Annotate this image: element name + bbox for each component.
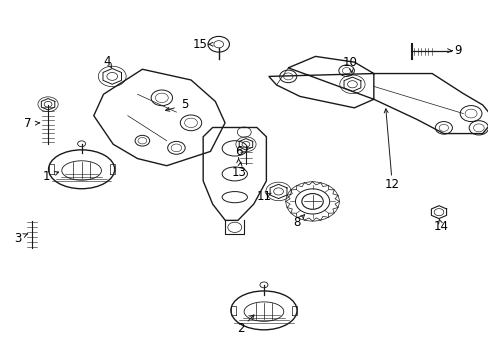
- Text: 15: 15: [192, 38, 207, 51]
- Text: 1: 1: [43, 170, 50, 183]
- Text: 3: 3: [14, 232, 21, 245]
- Text: 4: 4: [103, 55, 111, 68]
- Text: 10: 10: [343, 55, 357, 69]
- Text: 11: 11: [256, 190, 271, 203]
- Text: 7: 7: [24, 117, 32, 130]
- Text: 12: 12: [384, 178, 399, 191]
- Text: 5: 5: [181, 99, 188, 112]
- Text: 14: 14: [433, 220, 448, 233]
- Text: 2: 2: [237, 322, 244, 335]
- Text: 8: 8: [293, 216, 300, 229]
- Text: 13: 13: [231, 166, 245, 179]
- Text: 9: 9: [454, 44, 461, 57]
- Text: 6: 6: [234, 145, 242, 158]
